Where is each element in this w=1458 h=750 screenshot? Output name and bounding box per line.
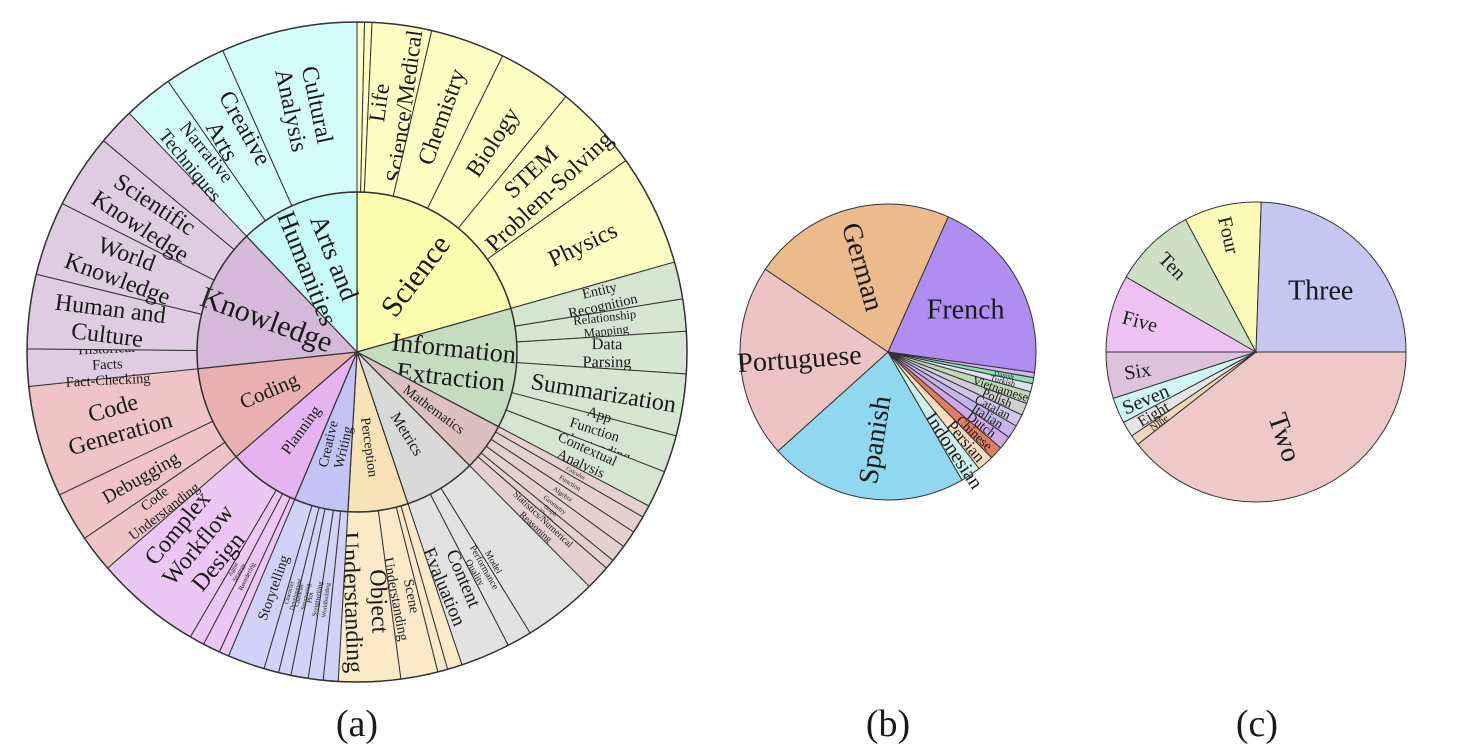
pie-c-slice-three — [1255, 201, 1407, 353]
pie-c-slice-ten — [1125, 218, 1258, 354]
panel-label-c: (c) — [1236, 703, 1278, 745]
pie-c-slice-two — [1137, 351, 1407, 503]
panel-label-b: (b) — [866, 703, 910, 745]
pie-b-slice-spanish — [777, 351, 963, 501]
sunburst-outer-label-data-parsing: Data Parsing — [582, 334, 631, 371]
pie-b-slice-portuguese — [739, 268, 889, 452]
panel-label-a: (a) — [336, 703, 378, 745]
sunburst-chart: LifeScience/MedicalChemistryBiologySTEMP… — [26, 21, 688, 683]
pie-b-slice-french — [887, 216, 1037, 374]
sunburst-outer-label-worldbuilding: Worldbuilding — [322, 582, 332, 617]
pie-b-label-danish: Danish — [994, 370, 1015, 382]
pie-c-label-three: Three — [1288, 275, 1353, 306]
pie-c-label-six: Six — [1123, 359, 1153, 385]
language-pie-chart: FrenchDanishTurkishVietnamesePolishCatal… — [736, 203, 1037, 501]
sunburst-outer-label-character-structuring: CharacterStructuring — [294, 582, 312, 611]
pie-b-slice-german — [764, 203, 949, 353]
sunburst-outline — [26, 21, 688, 683]
sunburst-inner-ring — [196, 191, 518, 513]
pie-b-label-french: French — [927, 295, 1005, 326]
